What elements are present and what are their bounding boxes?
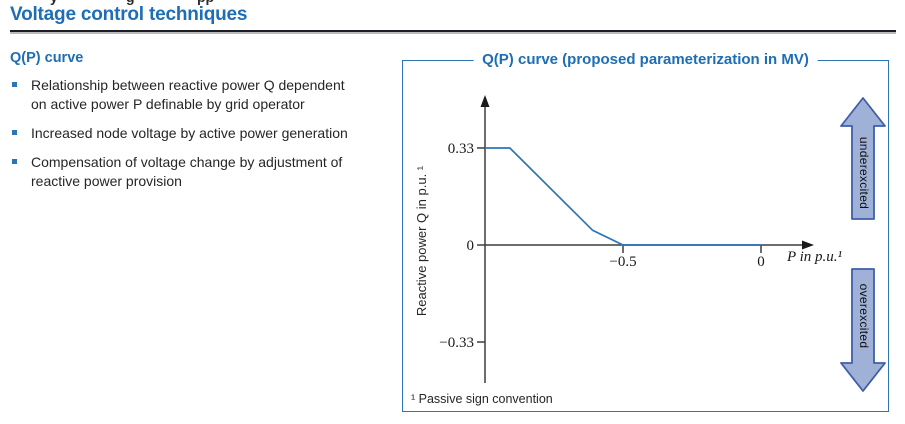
left-panel: Q(P) curve Relationship between reactive… [10, 50, 390, 201]
bullet-text: Compensation of voltage change by adjust… [31, 154, 343, 170]
y-axis-label: Reactive power Q in p.u. ¹ [414, 165, 429, 317]
chart-panel: Q(P) curve (proposed parameterization in… [402, 51, 889, 412]
title-underline [10, 30, 896, 32]
y-tick-label: −0.33 [439, 335, 474, 351]
clipped-glyph: pp [197, 0, 214, 5]
y-axis-arrowhead [480, 95, 490, 107]
overexcited-arrow-icon [840, 268, 886, 392]
underexcited-arrow-icon [840, 97, 886, 220]
clipped-glyph: g [126, 0, 135, 5]
bullet-text: on active power P definable by grid oper… [31, 96, 305, 112]
bullet-item: Compensation of voltage change by adjust… [10, 153, 390, 191]
qp-curve-chart: −0.5 0 0.33 0 −0.33 [439, 95, 886, 392]
y-tick-label: 0 [467, 238, 475, 254]
x-axis-label: P in p.u.¹ [787, 249, 843, 265]
section-heading: Q(P) curve [10, 50, 84, 66]
axis-ticks: −0.5 0 0.33 0 −0.33 [439, 141, 764, 351]
underexcited-label: underexcited [857, 136, 871, 210]
bullet-square-icon [12, 130, 17, 135]
clipped-glyph: y [50, 0, 58, 5]
bullet-text: Relationship between reactive power Q de… [31, 77, 345, 93]
bullet-square-icon [12, 82, 17, 87]
clipped-text-fragment: y g pp [0, 0, 905, 6]
overexcited-label: overexcited [857, 283, 871, 349]
y-tick-label: 0.33 [448, 141, 474, 157]
bullet-item: Increased node voltage by active power g… [10, 124, 390, 143]
x-axis-arrowhead [802, 240, 814, 250]
x-tick-label: −0.5 [609, 254, 636, 270]
bullet-text: Increased node voltage by active power g… [31, 125, 348, 141]
x-tick-label: 0 [757, 254, 765, 270]
bullet-square-icon [12, 159, 17, 164]
chart-title: Q(P) curve (proposed parameterization in… [473, 51, 818, 68]
bullet-text: reactive power provision [31, 173, 182, 189]
bullet-item: Relationship between reactive power Q de… [10, 76, 390, 114]
footnote: ¹ Passive sign convention [411, 392, 553, 406]
page-title: Voltage control techniques [10, 4, 248, 25]
qp-curve-line [485, 147, 761, 246]
